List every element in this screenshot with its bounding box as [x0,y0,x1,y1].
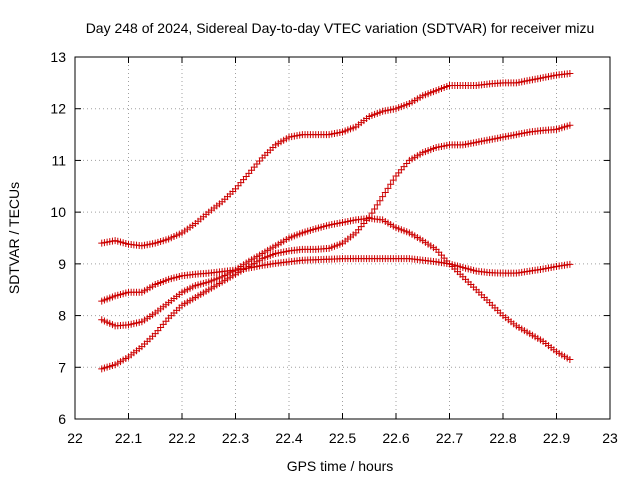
x-tick-label: 22.5 [329,430,356,446]
data-point [566,121,574,129]
x-tick-labels: 22 22.1 22.2 22.3 22.4 22.5 22.6 22.7 22.8 22.9 23 [67,430,618,446]
series-3 [98,214,574,364]
y-tick-label: 11 [51,152,66,168]
data-point [373,201,381,209]
y-tick-label: 8 [58,308,66,324]
x-tick-label: 22.9 [543,430,570,446]
x-tick-label: 22.1 [115,430,142,446]
y-tick-labels: 6 7 8 9 10 11 12 13 [50,49,66,427]
x-axis-label: GPS time / hours [287,458,394,474]
data-point [566,356,574,364]
x-tick-label: 22.2 [168,430,195,446]
chart-title: Day 248 of 2024, Sidereal Day-to-day VTE… [86,20,595,36]
data-point [365,213,373,221]
series-1 [98,70,574,250]
grid [75,57,610,419]
data-point [381,188,389,196]
y-tick-label: 10 [50,204,66,220]
series-2 [98,255,574,305]
y-tick-label: 7 [58,359,66,375]
data-point [387,180,395,188]
y-tick-label: 6 [58,411,66,427]
y-tick-label: 13 [50,49,66,65]
y-tick-label: 9 [58,256,66,272]
data-point [389,176,397,184]
x-tick-label: 22.8 [489,430,516,446]
x-tick-label: 22.3 [222,430,249,446]
y-axis-label: SDTVAR / TECUs [6,182,22,294]
x-tick-label: 22.6 [382,430,409,446]
x-tick-label: 22 [67,430,83,446]
x-tick-label: 23 [602,430,618,446]
data-point [566,260,574,268]
data-points [98,70,574,373]
series-4 [98,121,574,373]
y-tick-label: 12 [50,101,66,117]
x-tick-label: 22.7 [436,430,463,446]
data-point [566,70,574,78]
axis-ticks [74,56,611,420]
data-point [379,193,387,201]
data-point [376,197,384,205]
x-tick-label: 22.4 [275,430,302,446]
data-point [384,184,392,192]
data-point [371,205,379,213]
data-point [368,209,376,217]
